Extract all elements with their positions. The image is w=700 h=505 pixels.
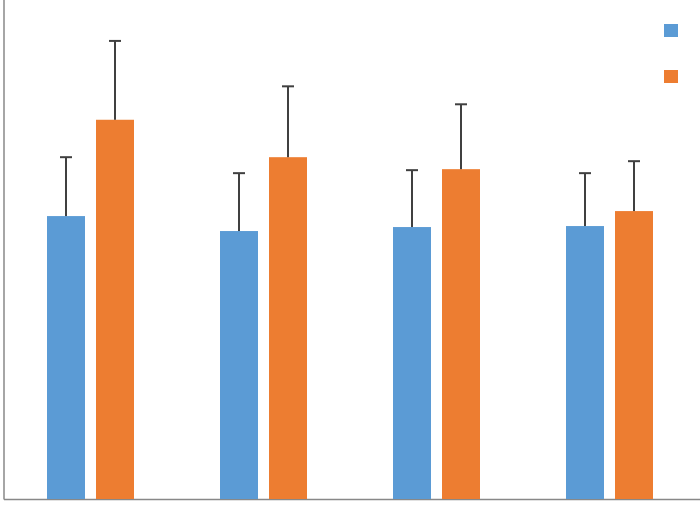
error-bar [109,39,121,120]
error-bar [455,103,467,170]
bar [566,226,604,499]
legend-swatch [664,70,678,83]
bar [96,119,134,499]
bar [47,216,85,499]
error-bar [60,156,72,217]
error-bar [233,172,245,232]
error-bar [406,169,418,228]
bar [393,227,431,500]
error-bar [282,85,294,158]
error-bar [579,172,591,227]
error-bar [628,160,640,212]
legend-swatch [664,24,678,37]
bar [442,169,480,499]
bar [615,211,653,499]
bar [269,157,307,499]
bar [220,231,258,500]
